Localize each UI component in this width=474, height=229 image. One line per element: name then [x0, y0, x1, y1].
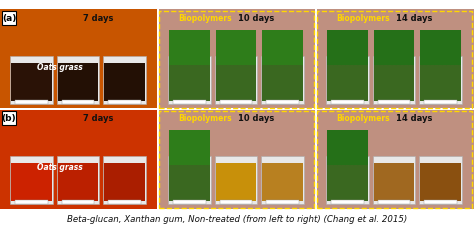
Bar: [262, 64, 303, 101]
Bar: [57, 156, 100, 204]
Bar: [262, 163, 303, 201]
Bar: [58, 64, 99, 101]
Bar: [16, 200, 48, 204]
Bar: [169, 131, 210, 165]
Bar: [326, 57, 369, 105]
Text: 7 days: 7 days: [83, 14, 113, 23]
Text: Biopolymers: Biopolymers: [179, 114, 232, 123]
Bar: [328, 131, 368, 165]
Bar: [104, 163, 145, 201]
Bar: [420, 163, 461, 201]
Bar: [168, 156, 211, 204]
Bar: [316, 10, 474, 109]
Bar: [266, 101, 299, 105]
Bar: [316, 109, 474, 209]
Bar: [16, 101, 48, 105]
Text: Beta-glucan, Xanthan gum, Non-treated (from left to right) (Chang et al. 2015): Beta-glucan, Xanthan gum, Non-treated (f…: [67, 215, 407, 224]
Text: Biopolymers: Biopolymers: [337, 14, 390, 23]
Bar: [220, 101, 252, 105]
Bar: [318, 111, 473, 208]
Bar: [169, 31, 210, 66]
Bar: [419, 57, 462, 105]
Bar: [108, 200, 141, 204]
Bar: [158, 109, 316, 209]
Bar: [373, 156, 416, 204]
Text: 10 days: 10 days: [238, 14, 274, 23]
Bar: [374, 31, 414, 66]
Bar: [2, 12, 16, 26]
Bar: [378, 101, 410, 105]
Bar: [173, 200, 206, 204]
Bar: [266, 200, 299, 204]
Bar: [168, 57, 211, 105]
Bar: [58, 163, 99, 201]
Bar: [374, 163, 414, 201]
Bar: [159, 11, 315, 108]
Bar: [11, 163, 52, 201]
Bar: [420, 31, 461, 66]
Text: 14 days: 14 days: [396, 114, 432, 123]
Bar: [331, 101, 364, 105]
Bar: [216, 31, 256, 66]
Bar: [157, 10, 159, 209]
Bar: [373, 57, 416, 105]
Bar: [328, 31, 368, 66]
Text: (b): (b): [2, 114, 16, 123]
Bar: [62, 200, 94, 204]
Text: Biopolymers: Biopolymers: [179, 14, 232, 23]
Text: Biopolymers: Biopolymers: [337, 114, 390, 123]
Text: Oats grass: Oats grass: [37, 63, 83, 72]
Bar: [169, 64, 210, 101]
Bar: [220, 200, 252, 204]
Bar: [261, 156, 304, 204]
Bar: [262, 31, 303, 66]
Bar: [261, 57, 304, 105]
Bar: [420, 64, 461, 101]
Bar: [215, 156, 257, 204]
Bar: [62, 101, 94, 105]
Bar: [57, 57, 100, 105]
Bar: [0, 109, 474, 111]
Bar: [374, 64, 414, 101]
Bar: [328, 64, 368, 101]
Bar: [328, 163, 368, 201]
Bar: [216, 163, 256, 201]
Text: (a): (a): [2, 14, 16, 23]
Bar: [424, 101, 457, 105]
Bar: [0, 10, 158, 109]
Bar: [215, 57, 257, 105]
Bar: [158, 10, 316, 109]
Bar: [2, 112, 16, 125]
Text: 7 days: 7 days: [83, 114, 113, 123]
Bar: [103, 156, 146, 204]
Bar: [378, 200, 410, 204]
Bar: [10, 156, 53, 204]
Bar: [104, 64, 145, 101]
Bar: [326, 156, 369, 204]
Bar: [318, 11, 473, 108]
Bar: [216, 64, 256, 101]
Text: 14 days: 14 days: [396, 14, 432, 23]
Text: Oats grass: Oats grass: [37, 163, 83, 172]
Bar: [331, 200, 364, 204]
Bar: [0, 109, 158, 209]
Bar: [315, 10, 317, 209]
Bar: [10, 57, 53, 105]
Bar: [173, 101, 206, 105]
Bar: [159, 111, 315, 208]
Bar: [11, 64, 52, 101]
Bar: [424, 200, 457, 204]
Bar: [169, 163, 210, 201]
Bar: [108, 101, 141, 105]
Bar: [419, 156, 462, 204]
Text: 10 days: 10 days: [238, 114, 274, 123]
Bar: [103, 57, 146, 105]
